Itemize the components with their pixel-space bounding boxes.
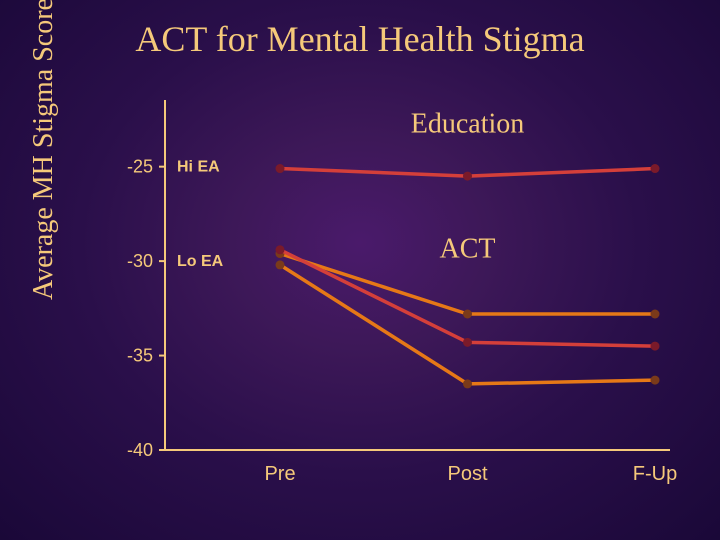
y-tick-label: -35	[127, 346, 153, 366]
y-tick-label: -25	[127, 157, 153, 177]
series-marker-edu-hi	[276, 164, 285, 173]
series-marker-edu-hi	[463, 172, 472, 181]
series-marker-act-lo	[276, 260, 285, 269]
x-tick-label: F-Up	[633, 463, 677, 485]
chart-title: ACT for Mental Health Stigma	[0, 18, 720, 60]
y-tick-label: -40	[127, 440, 153, 460]
series-marker-edu-lo	[463, 310, 472, 319]
series-marker-act-hi	[651, 342, 660, 351]
series-marker-act-hi	[463, 338, 472, 347]
x-tick-label: Pre	[264, 463, 295, 485]
y-axis-label: Average MH Stigma Score	[28, 0, 60, 300]
series-marker-edu-hi	[651, 164, 660, 173]
series-line-act-lo	[280, 265, 655, 384]
series-marker-act-lo	[463, 379, 472, 388]
series-marker-edu-lo	[651, 310, 660, 319]
chart-svg: -25 -30 -35 -40 Pre Post F-Up Hi EA Lo EA Educati…	[100, 80, 690, 500]
series-marker-act-hi	[276, 245, 285, 254]
series-marker-act-lo	[651, 376, 660, 385]
annotation: ACT	[440, 233, 496, 264]
annotation: Education	[411, 109, 525, 140]
series-label-edu-hi: Hi EA	[177, 159, 220, 176]
line-chart: -25 -30 -35 -40 Pre Post F-Up Hi EA Lo EA Educati…	[100, 80, 690, 500]
x-tick-label: Post	[447, 463, 487, 485]
y-tick-label: -30	[127, 251, 153, 271]
series-label-edu-lo: Lo EA	[177, 253, 224, 270]
